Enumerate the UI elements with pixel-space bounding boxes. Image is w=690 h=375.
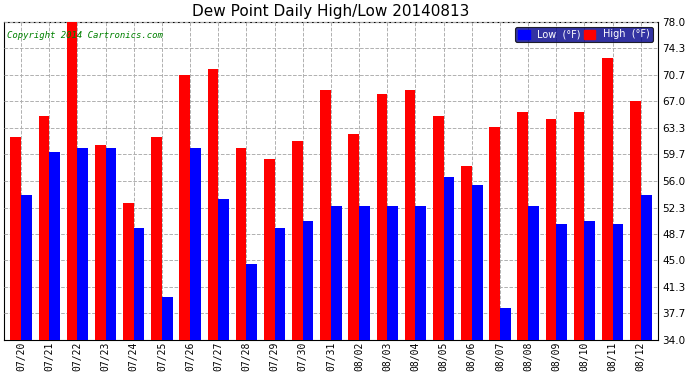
Bar <box>208 69 218 340</box>
Bar <box>77 148 88 340</box>
Bar <box>472 184 482 340</box>
Bar <box>556 224 567 340</box>
Bar <box>461 166 472 340</box>
Bar <box>359 206 370 340</box>
Bar <box>574 112 584 340</box>
Bar <box>95 145 106 340</box>
Bar <box>320 90 331 340</box>
Bar <box>528 206 539 340</box>
Bar <box>331 206 342 340</box>
Bar <box>387 206 398 340</box>
Bar <box>67 22 77 340</box>
Text: Copyright 2014 Cartronics.com: Copyright 2014 Cartronics.com <box>8 31 164 40</box>
Legend: Low  (°F), High  (°F): Low (°F), High (°F) <box>515 27 653 42</box>
Bar <box>134 228 144 340</box>
Bar <box>49 152 60 340</box>
Bar <box>292 141 303 340</box>
Bar <box>613 224 623 340</box>
Bar <box>602 58 613 340</box>
Bar <box>584 221 595 340</box>
Bar <box>218 199 229 340</box>
Bar <box>303 221 313 340</box>
Bar <box>377 94 387 340</box>
Bar <box>546 119 556 340</box>
Bar <box>444 177 454 340</box>
Bar <box>264 159 275 340</box>
Bar <box>275 228 285 340</box>
Bar <box>162 297 172 340</box>
Bar <box>123 202 134 340</box>
Bar <box>39 116 49 340</box>
Bar <box>106 148 117 340</box>
Bar <box>190 148 201 340</box>
Bar <box>489 127 500 340</box>
Bar <box>151 138 162 340</box>
Bar <box>500 308 511 340</box>
Bar <box>405 90 415 340</box>
Bar <box>246 264 257 340</box>
Bar <box>415 206 426 340</box>
Bar <box>236 148 246 340</box>
Bar <box>518 112 528 340</box>
Bar <box>433 116 444 340</box>
Bar <box>179 75 190 340</box>
Bar <box>21 195 32 340</box>
Bar <box>641 195 651 340</box>
Title: Dew Point Daily High/Low 20140813: Dew Point Daily High/Low 20140813 <box>193 4 470 19</box>
Bar <box>10 138 21 340</box>
Bar <box>348 134 359 340</box>
Bar <box>630 101 641 340</box>
